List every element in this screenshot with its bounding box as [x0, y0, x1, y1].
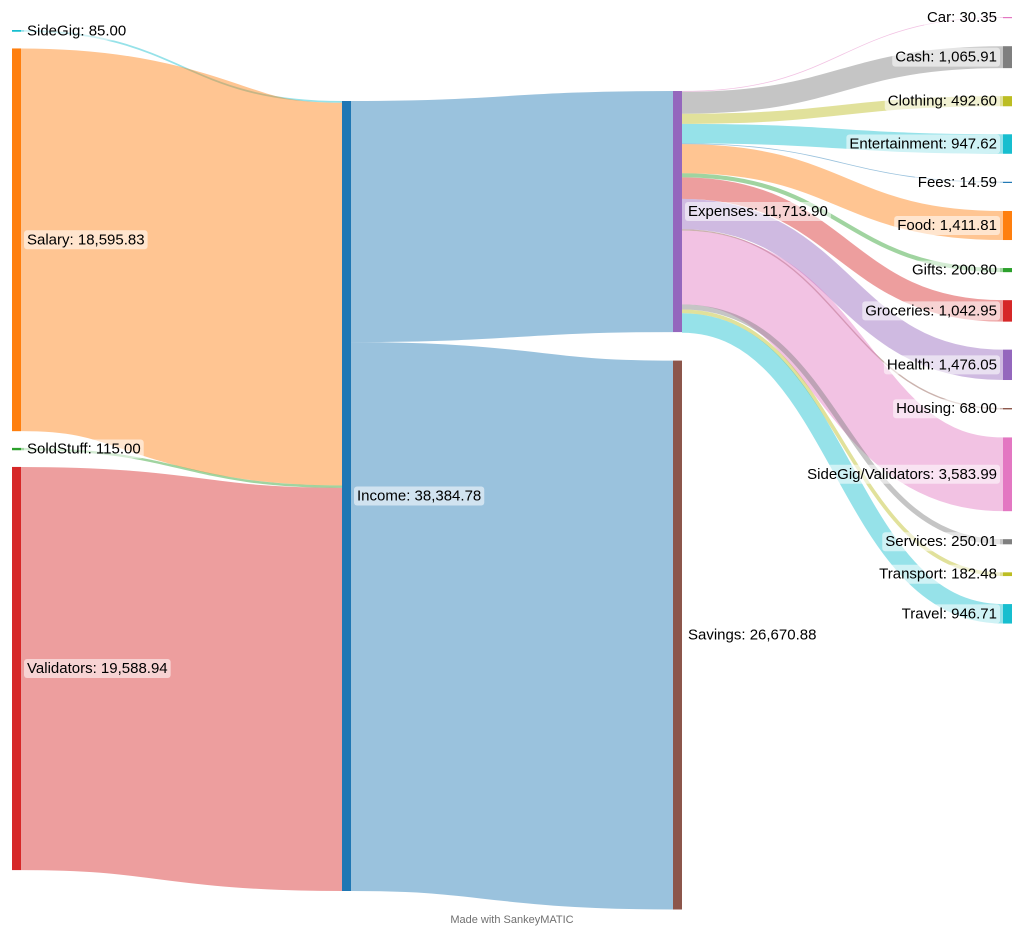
label-background [893, 399, 1000, 419]
node-label-services: Services: 250.01 [882, 532, 1000, 552]
node-entertainment[interactable] [1003, 134, 1012, 154]
label-background [883, 355, 1000, 375]
node-income[interactable] [342, 101, 351, 891]
node-cash[interactable] [1003, 46, 1012, 69]
label-background [846, 134, 1000, 154]
label-background [908, 260, 1000, 280]
node-label-text: Gifts: 200.80 [912, 262, 997, 279]
node-savings[interactable] [673, 360, 682, 910]
node-label-entertainment: Entertainment: 947.62 [846, 134, 1000, 154]
node-label-text: Health: 1,476.05 [887, 356, 997, 373]
node-label-text: Savings: 26,670.88 [688, 627, 816, 644]
node-label-text: Transport: 182.48 [879, 566, 997, 583]
node-label-travel: Travel: 946.71 [898, 604, 1000, 624]
node-label-text: Validators: 19,588.94 [27, 660, 168, 677]
node-sidegigvalidators[interactable] [1003, 437, 1012, 512]
label-background [882, 532, 1000, 552]
node-label-text: Entertainment: 947.62 [849, 136, 997, 153]
node-label-text: SoldStuff: 115.00 [27, 441, 141, 458]
label-background [685, 625, 820, 645]
node-expenses[interactable] [673, 91, 682, 333]
node-label-text: Groceries: 1,042.95 [865, 302, 997, 319]
node-label-savings: Savings: 26,670.88 [685, 625, 820, 645]
node-salary[interactable] [12, 48, 21, 432]
node-label-salary: Salary: 18,595.83 [24, 230, 148, 250]
node-label-income: Income: 38,384.78 [354, 486, 485, 506]
node-label-text: Travel: 946.71 [902, 605, 997, 622]
flow-links [18, 17, 1005, 910]
label-background [24, 230, 148, 250]
flow-income-to-expenses[interactable] [350, 90, 674, 343]
label-background [24, 439, 144, 459]
node-label-text: Cash: 1,065.91 [895, 49, 997, 66]
node-fees[interactable] [1003, 181, 1012, 183]
label-background [898, 604, 1000, 624]
node-label-fees: Fees: 14.59 [914, 172, 1000, 192]
flow-expenses-to-services[interactable] [681, 304, 1004, 545]
node-label-transport: Transport: 182.48 [876, 564, 1000, 584]
node-label-text: Income: 38,384.78 [357, 488, 481, 505]
label-background [894, 216, 1000, 236]
label-background [24, 21, 130, 41]
label-background [24, 659, 171, 679]
node-soldstuff[interactable] [12, 447, 21, 451]
node-label-clothing: Clothing: 492.60 [884, 91, 1000, 111]
node-label-housing: Housing: 68.00 [893, 399, 1000, 419]
node-label-gifts: Gifts: 200.80 [908, 260, 1000, 280]
node-label-text: Expenses: 11,713.90 [688, 203, 828, 220]
node-label-food: Food: 1,411.81 [894, 216, 1000, 236]
node-car[interactable] [1003, 17, 1012, 19]
node-housing[interactable] [1003, 408, 1012, 410]
node-groceries[interactable] [1003, 300, 1012, 322]
node-label-text: Salary: 18,595.83 [27, 231, 145, 248]
node-label-text: Clothing: 492.60 [888, 93, 997, 110]
node-label-soldstuff: SoldStuff: 115.00 [24, 439, 144, 459]
label-background [923, 8, 1000, 28]
node-sidegig[interactable] [12, 30, 21, 32]
node-travel[interactable] [1003, 604, 1012, 624]
flow-expenses-to-transport[interactable] [681, 309, 1004, 577]
node-clothing[interactable] [1003, 96, 1012, 107]
node-label-health: Health: 1,476.05 [883, 355, 1000, 375]
flow-expenses-to-sidegigvalidators[interactable] [680, 230, 1005, 512]
node-validators[interactable] [12, 466, 21, 871]
node-label-sidegig: SideGig: 85.00 [24, 21, 130, 41]
label-background [876, 564, 1000, 584]
label-background [862, 301, 1000, 321]
node-label-text: Services: 250.01 [885, 533, 997, 550]
label-background [884, 91, 1000, 111]
credit-text: Made with SankeyMATIC [450, 914, 574, 926]
node-label-sidegigvalidators: SideGig/Validators: 3,583.99 [804, 464, 1000, 484]
nodes [12, 17, 1012, 910]
node-label-groceries: Groceries: 1,042.95 [862, 301, 1000, 321]
node-label-text: Car: 30.35 [927, 9, 997, 26]
label-background [354, 486, 485, 506]
node-label-text: Fees: 14.59 [918, 174, 997, 191]
label-background [804, 464, 1000, 484]
label-background [685, 202, 831, 222]
node-transport[interactable] [1003, 572, 1012, 577]
node-gifts[interactable] [1003, 268, 1012, 273]
flow-income-to-savings[interactable] [349, 342, 675, 910]
node-services[interactable] [1003, 539, 1012, 545]
node-label-validators: Validators: 19,588.94 [24, 659, 171, 679]
label-background [892, 47, 1000, 67]
node-food[interactable] [1003, 210, 1012, 241]
node-health[interactable] [1003, 349, 1012, 381]
label-background [914, 172, 1000, 192]
node-label-car: Car: 30.35 [923, 8, 1000, 28]
node-label-text: Food: 1,411.81 [897, 217, 997, 234]
node-labels: SideGig: 85.00 Salary: 18,595.83 SoldStuff… [24, 8, 1000, 679]
node-label-expenses: Expenses: 11,713.90 [685, 202, 831, 222]
node-label-text: SideGig/Validators: 3,583.99 [807, 466, 997, 483]
node-label-text: SideGig: 85.00 [27, 22, 126, 39]
node-label-cash: Cash: 1,065.91 [892, 47, 1000, 67]
node-label-text: Housing: 68.00 [896, 400, 997, 417]
